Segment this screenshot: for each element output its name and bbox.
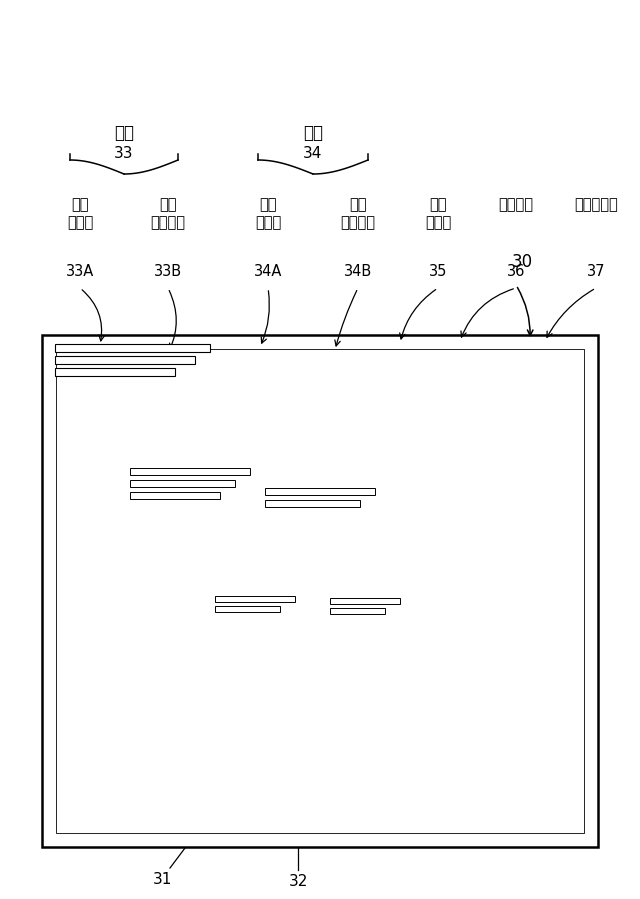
Text: 正極: 正極 bbox=[114, 124, 134, 142]
Bar bbox=[212, 505, 428, 677]
Text: 負極
活物質層: 負極 活物質層 bbox=[340, 197, 376, 230]
Text: 35: 35 bbox=[429, 264, 447, 280]
Bar bbox=[144, 437, 496, 745]
Bar bbox=[265, 488, 375, 495]
Bar bbox=[59, 352, 581, 830]
Text: 正極
活物質層: 正極 活物質層 bbox=[150, 197, 186, 230]
Bar bbox=[76, 369, 564, 813]
Text: 37: 37 bbox=[587, 264, 605, 280]
Bar bbox=[192, 485, 448, 697]
Bar bbox=[42, 335, 598, 847]
Bar bbox=[215, 596, 295, 602]
Text: 36: 36 bbox=[507, 264, 525, 280]
Bar bbox=[209, 502, 431, 680]
Text: 33: 33 bbox=[115, 146, 134, 161]
Text: 34A: 34A bbox=[254, 264, 282, 280]
Text: セパ
レータ: セパ レータ bbox=[425, 197, 451, 230]
Bar bbox=[195, 488, 445, 694]
Bar bbox=[55, 368, 175, 376]
Bar bbox=[130, 492, 220, 499]
Bar bbox=[161, 454, 479, 728]
Bar bbox=[330, 608, 385, 614]
Bar bbox=[110, 403, 530, 779]
Bar bbox=[107, 400, 533, 782]
Bar bbox=[130, 468, 250, 475]
Bar bbox=[215, 606, 280, 612]
Bar bbox=[130, 480, 235, 487]
Text: 電解質層: 電解質層 bbox=[499, 197, 534, 212]
Bar bbox=[90, 383, 550, 799]
Bar bbox=[73, 366, 567, 816]
Text: 30: 30 bbox=[511, 253, 532, 271]
Bar bbox=[55, 356, 195, 364]
Text: 保護テープ: 保護テープ bbox=[574, 197, 618, 212]
Bar bbox=[226, 519, 414, 663]
Bar bbox=[56, 349, 584, 833]
Text: 33B: 33B bbox=[154, 264, 182, 280]
Text: 正極
集電体: 正極 集電体 bbox=[67, 197, 93, 230]
Bar bbox=[124, 417, 516, 765]
Text: 31: 31 bbox=[152, 873, 172, 887]
Text: 負極: 負極 bbox=[303, 124, 323, 142]
Bar bbox=[265, 500, 360, 507]
Text: 34B: 34B bbox=[344, 264, 372, 280]
Bar bbox=[175, 468, 465, 714]
Bar bbox=[93, 386, 547, 796]
Bar bbox=[127, 420, 513, 762]
Bar bbox=[55, 344, 210, 352]
Bar bbox=[141, 434, 499, 748]
Text: 負極
集電体: 負極 集電体 bbox=[255, 197, 281, 230]
Bar bbox=[178, 471, 462, 711]
Text: 32: 32 bbox=[288, 875, 308, 889]
Bar bbox=[158, 451, 482, 731]
Text: 34: 34 bbox=[303, 146, 323, 161]
Text: 33A: 33A bbox=[66, 264, 94, 280]
Bar bbox=[330, 598, 400, 604]
Bar bbox=[42, 335, 598, 847]
